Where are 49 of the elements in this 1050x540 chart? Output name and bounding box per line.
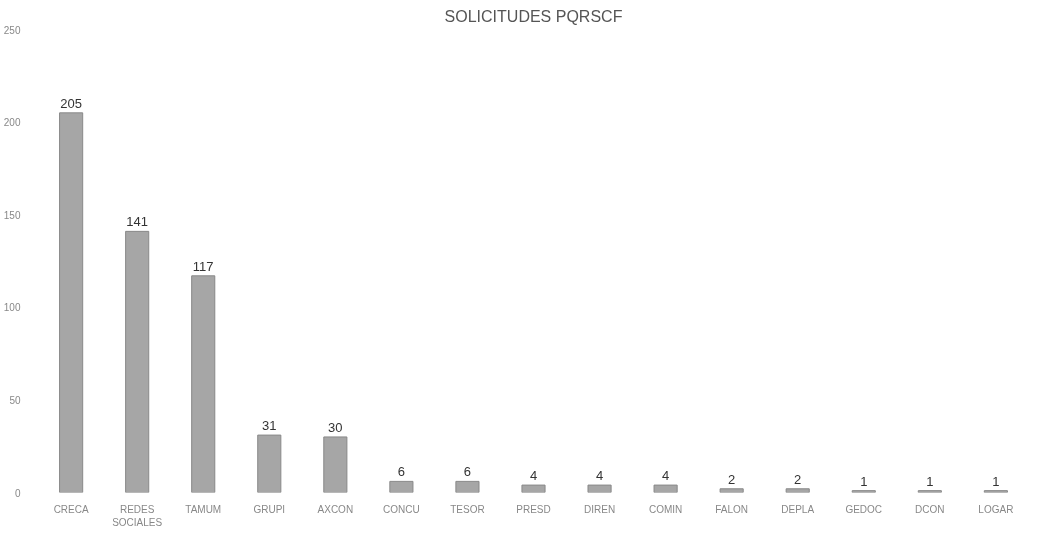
x-tick-label: DIREN bbox=[584, 503, 616, 515]
x-tick-label: LOGAR bbox=[978, 503, 1014, 515]
bar bbox=[521, 484, 546, 493]
data-label: 141 bbox=[126, 214, 149, 230]
y-tick-label: 250 bbox=[3, 24, 21, 36]
bar bbox=[257, 434, 282, 493]
data-label: 1 bbox=[992, 473, 1000, 489]
x-tick-label: AXCON bbox=[317, 503, 354, 515]
bar bbox=[323, 436, 348, 493]
data-label: 6 bbox=[397, 464, 406, 480]
bar bbox=[653, 484, 678, 493]
y-tick-label: 100 bbox=[3, 302, 21, 314]
data-label: 4 bbox=[529, 468, 538, 484]
x-tick-label: DEPLA bbox=[781, 503, 815, 515]
data-label: 31 bbox=[262, 418, 277, 434]
bar bbox=[719, 488, 744, 493]
data-label: 1 bbox=[860, 473, 868, 489]
x-tick-label: TESOR bbox=[450, 503, 485, 515]
bar bbox=[191, 275, 216, 493]
data-label: 2 bbox=[794, 471, 802, 487]
bar bbox=[59, 112, 84, 493]
x-tick-label: COMIN bbox=[648, 503, 683, 515]
chart-title: SOLICITUDES PQRSCF bbox=[444, 7, 623, 25]
bar bbox=[455, 480, 480, 493]
x-tick-label: FALON bbox=[715, 503, 749, 515]
data-label: 2 bbox=[728, 471, 736, 487]
data-label: 4 bbox=[595, 468, 604, 484]
bar bbox=[389, 480, 414, 493]
data-label: 117 bbox=[192, 258, 214, 274]
data-label: 1 bbox=[926, 473, 934, 489]
data-label: 4 bbox=[661, 468, 670, 484]
data-label: 30 bbox=[328, 419, 343, 435]
data-label: 6 bbox=[463, 464, 472, 480]
bar bbox=[587, 484, 612, 493]
data-label: 205 bbox=[60, 95, 82, 111]
y-tick-label: 0 bbox=[14, 487, 21, 499]
x-tick-label: PRESD bbox=[516, 503, 551, 515]
y-tick-label: 50 bbox=[9, 394, 21, 406]
x-tick-label: CRECA bbox=[53, 503, 89, 515]
bar bbox=[785, 488, 810, 493]
x-tick-label: GRUPI bbox=[253, 503, 286, 515]
bar bbox=[125, 230, 150, 493]
x-tick-label: CONCU bbox=[383, 503, 420, 515]
x-tick-label: REDES SOCIALES bbox=[112, 503, 163, 528]
x-tick-label: GEDOC bbox=[845, 503, 883, 515]
x-tick-label: TAMUM bbox=[185, 503, 222, 515]
y-tick-label: 200 bbox=[3, 117, 21, 129]
x-tick-label: DCON bbox=[915, 503, 945, 515]
y-tick-label: 150 bbox=[3, 209, 21, 221]
